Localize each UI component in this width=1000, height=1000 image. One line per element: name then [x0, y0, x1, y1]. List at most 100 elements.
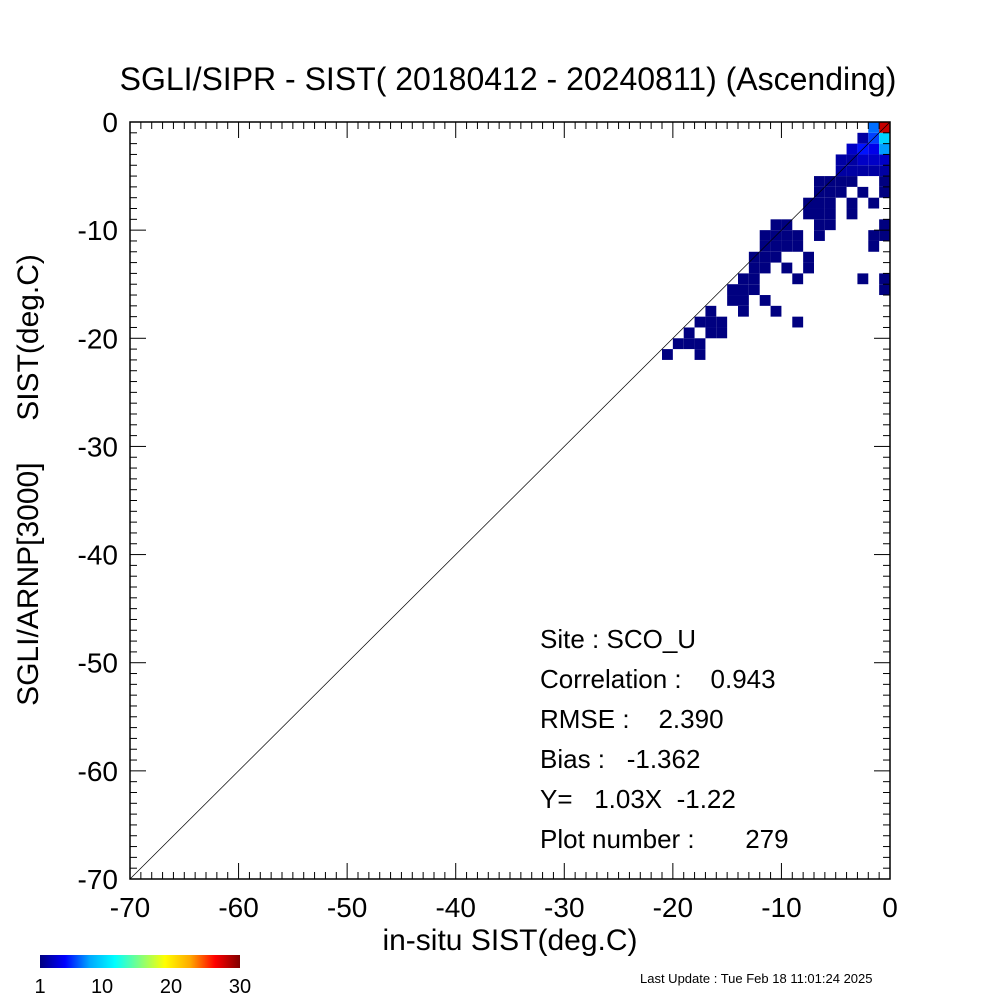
colorbar-tick-label: 1	[34, 976, 45, 998]
chart-title: SGLI/SIPR - SIST( 20180412 - 20240811) (…	[120, 61, 897, 97]
density-cell	[846, 197, 858, 209]
density-cell	[824, 197, 836, 209]
density-cell	[792, 273, 804, 285]
density-cell	[814, 197, 825, 209]
density-cell	[879, 154, 890, 166]
density-cell	[759, 262, 771, 274]
density-cell	[879, 186, 890, 198]
x-tick-label: -20	[653, 892, 693, 923]
density-cell	[759, 251, 771, 263]
density-cell	[738, 305, 749, 317]
density-cell	[781, 240, 793, 252]
density-cell	[879, 132, 890, 144]
density-cell	[868, 165, 880, 177]
density-cell	[879, 143, 890, 155]
density-cell	[803, 208, 814, 220]
density-cell	[846, 165, 858, 177]
y-tick-label: -60	[78, 756, 118, 787]
density-cell	[879, 284, 890, 296]
density-cell	[792, 316, 804, 328]
density-cell	[705, 327, 717, 339]
stat-line: Plot number : 279	[540, 824, 789, 854]
density-cell	[694, 349, 706, 360]
density-cells	[662, 122, 890, 360]
density-cell	[824, 186, 836, 198]
y-tick-label: -10	[78, 215, 118, 246]
density-cell	[770, 240, 782, 252]
y-tick-label: -20	[78, 323, 118, 354]
colorbar	[40, 955, 240, 968]
x-tick-label: -30	[544, 892, 584, 923]
density-cell	[824, 208, 836, 220]
density-cell	[857, 186, 869, 198]
density-cell	[705, 316, 717, 328]
density-cell	[748, 284, 760, 296]
density-cell	[857, 165, 869, 177]
density-cell	[846, 208, 858, 220]
density-cell	[814, 208, 825, 220]
density-cell	[803, 262, 814, 274]
last-update-text: Last Update : Tue Feb 18 11:01:24 2025	[640, 971, 873, 986]
density-cell	[748, 262, 760, 274]
density-cell	[770, 251, 782, 263]
x-axis-title: in-situ SIST(deg.C)	[382, 924, 637, 957]
density-cell	[868, 240, 880, 252]
density-cell	[879, 176, 890, 187]
density-cell	[770, 219, 782, 231]
density-cell	[868, 230, 880, 241]
density-cell	[879, 230, 890, 241]
density-cell	[716, 327, 728, 339]
one-to-one-line	[129, 121, 891, 880]
density-cell	[705, 305, 717, 317]
axis-ticks	[129, 121, 891, 880]
density-cell	[835, 176, 847, 187]
x-tick-label: -50	[327, 892, 367, 923]
density-cell	[824, 219, 836, 231]
density-cell	[868, 143, 880, 155]
x-tick-label: 0	[882, 892, 898, 923]
y-tick-label: -30	[78, 431, 118, 462]
density-cell	[814, 230, 825, 241]
density-cell	[781, 262, 793, 274]
density-cell	[738, 273, 749, 285]
density-cell	[835, 186, 847, 198]
density-cell	[814, 176, 825, 187]
stat-line: Bias : -1.362	[540, 744, 700, 774]
density-cell	[846, 143, 858, 155]
y-tick-label: -40	[78, 540, 118, 571]
x-tick-label: -40	[435, 892, 475, 923]
density-cell	[879, 165, 890, 177]
density-cell	[835, 154, 847, 166]
x-tick-label: -60	[218, 892, 258, 923]
density-cell	[662, 349, 673, 360]
colorbar-tick-label: 30	[229, 976, 251, 998]
density-cell	[868, 197, 880, 209]
density-cell	[868, 154, 880, 166]
density-cell	[879, 219, 890, 231]
colorbar-labels: 1 10 20 30	[34, 976, 251, 998]
density-cell	[727, 284, 738, 296]
density-cell	[781, 230, 793, 241]
colorbar-tick-label: 10	[91, 976, 113, 998]
colorbar-tick-label: 20	[160, 976, 182, 998]
density-cell	[879, 273, 890, 285]
density-cell	[792, 240, 804, 252]
stat-line: Y= 1.03X -1.22	[540, 784, 736, 814]
density-cell	[846, 176, 858, 187]
density-cell	[672, 338, 684, 350]
density-cell	[738, 284, 749, 296]
density-cell	[759, 295, 771, 306]
stat-line: Site : SCO_U	[540, 624, 696, 654]
statistics-panel: Site : SCO_U Correlation : 0.943 RMSE : 2.…	[540, 624, 789, 854]
stat-line: Correlation : 0.943	[540, 664, 776, 694]
y-tick-label: 0	[102, 107, 118, 138]
stat-line: RMSE : 2.390	[540, 704, 724, 734]
density-cell	[759, 230, 771, 241]
x-tick-label: -70	[110, 892, 150, 923]
y-tick-label: -70	[78, 864, 118, 895]
density-cell	[770, 305, 782, 317]
density-cell	[683, 338, 695, 350]
density-cell	[694, 316, 706, 328]
y-tick-label: -50	[78, 648, 118, 679]
